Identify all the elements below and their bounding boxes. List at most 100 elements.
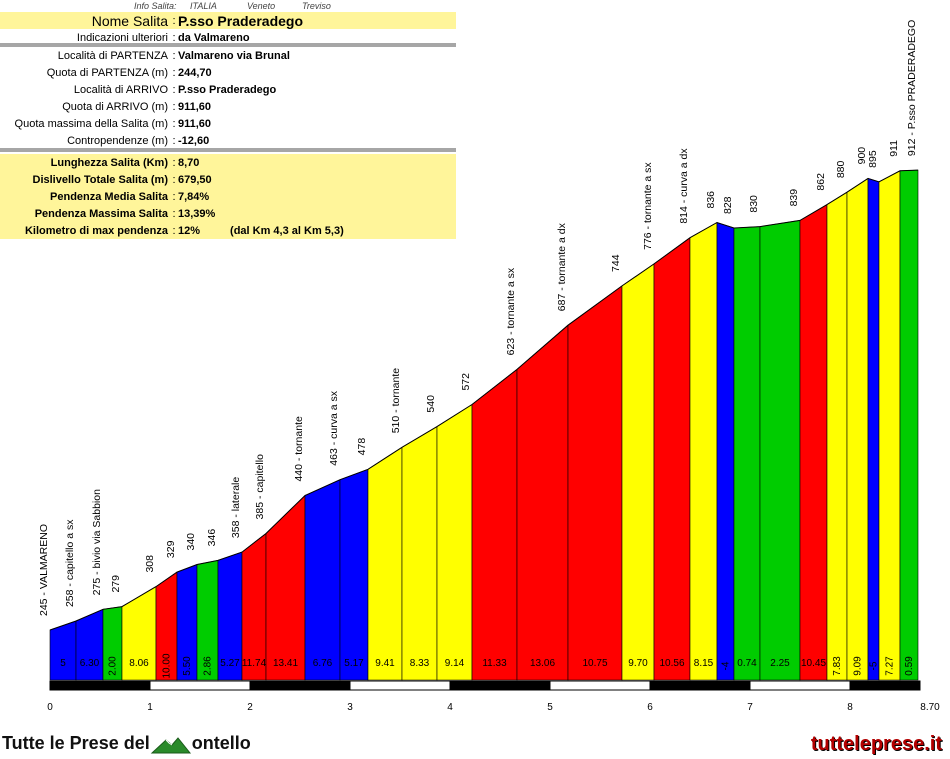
gradient-value-label: 6.30 [80, 658, 100, 669]
gradient-segment-yellow [367, 446, 403, 681]
x-tick-label: 7 [747, 702, 753, 713]
x-tick-label: 4 [447, 702, 453, 713]
gradient-segments [49, 169, 919, 681]
altitude-annotation: 346 [206, 529, 218, 547]
info-label: Lunghezza Salita (Km) [50, 156, 168, 169]
gradient-segment-blue [716, 222, 735, 681]
gradient-segment-red [799, 204, 828, 681]
gradient-value-label: 7.83 [832, 656, 843, 676]
info-value: 7,84% [178, 190, 210, 203]
gradient-segment-yellow [401, 426, 438, 681]
info-colon: : [172, 100, 176, 113]
info-row: Nome Salita: P.sso Praderadego [0, 12, 456, 29]
x-tick-label: 8 [847, 702, 853, 713]
gradient-segment-red [471, 368, 518, 681]
info-colon: : [172, 173, 176, 186]
info-colon: : [172, 14, 176, 27]
gradient-segment-green [899, 169, 919, 681]
info-colon: : [172, 134, 176, 147]
info-separator [0, 148, 456, 152]
gradient-value-label: 2.86 [203, 656, 214, 676]
altitude-annotation: 358 - laterale [230, 477, 242, 538]
info-province: Treviso [302, 1, 331, 11]
gradient-segment-blue [75, 608, 104, 681]
altitude-annotation: 687 - tornante a dx [556, 222, 568, 311]
info-label: Dislivello Totale Salita (m) [32, 173, 169, 186]
altitude-annotation: 895 [867, 150, 879, 168]
altitude-annotation: 258 - capitello a sx [64, 519, 76, 607]
altitude-annotation: 245 - VALMARENO [38, 524, 50, 616]
altitude-annotation: 776 - tornante a sx [642, 162, 654, 250]
altitude-annotation: 385 - capitello [254, 454, 266, 520]
gradient-value-label: 6.76 [313, 658, 333, 669]
gradient-segment-green [733, 226, 761, 681]
gradient-value-label: 0.74 [737, 658, 757, 669]
x-tick-label: 2 [247, 702, 253, 713]
x-tick-label: 5 [547, 702, 553, 713]
altitude-annotation: 828 [722, 196, 734, 214]
gradient-segment-blue [867, 177, 880, 681]
altitude-annotation: 814 - curva a dx [678, 148, 690, 224]
gradient-segment-yellow [621, 263, 655, 681]
km-scale-bar [449, 680, 551, 691]
gradient-value-label: 8.33 [410, 658, 430, 669]
brand-url: tutteleprese.it [810, 733, 942, 755]
info-row: Dislivello Totale Salita (m):679,50 [0, 171, 456, 188]
info-row: Pendenza Massima Salita:13,39% [0, 205, 456, 222]
km-scale-bar [249, 680, 351, 691]
info-label: Pendenza Media Salita [50, 190, 168, 203]
gradient-labels: 5 6.30 2.00 8.06 10.00 5.50 2.86 5.27 11.74 13.41… [60, 653, 915, 678]
brand-tutte-le-prese: Tutte le Prese del ontello [2, 733, 251, 754]
x-tick-label: 8.70 [920, 702, 940, 713]
info-row: Quota massima della Salita (m):911,60 [0, 115, 456, 132]
gradient-value-label: 5.17 [344, 658, 364, 669]
info-row: Quota di PARTENZA (m):244,70 [0, 64, 456, 81]
km-scale-bar [849, 680, 921, 691]
info-label: Quota di PARTENZA (m) [46, 66, 168, 79]
altitude-annotation: 308 [144, 555, 156, 573]
gradient-segment-blue [304, 479, 341, 681]
info-value: 911,60 [178, 100, 212, 113]
gradient-segment-yellow [689, 221, 718, 681]
info-colon: : [172, 224, 176, 237]
gradient-value-label: 10.45 [801, 658, 826, 669]
gradient-segment-red [567, 285, 623, 681]
gradient-segment-blue [49, 620, 77, 681]
info-value: da Valmareno [178, 31, 250, 44]
info-region: Veneto [247, 1, 276, 11]
km-scale-bar [749, 680, 851, 691]
info-label: Pendenza Massima Salita [34, 207, 168, 220]
km-scale-bar [549, 680, 651, 691]
gradient-segment-yellow [826, 191, 848, 681]
profile-outline [49, 169, 919, 631]
altitude-annotation: 839 [788, 189, 800, 207]
info-caption: Info Salita: [134, 1, 177, 11]
altitude-annotations: 245 - VALMARENO 258 - capitello a sx 275 -… [38, 20, 918, 616]
info-value: -12,60 [178, 134, 210, 147]
info-label: Località di ARRIVO [73, 83, 168, 96]
info-label: Kilometro di max pendenza [24, 224, 168, 237]
altitude-annotation: 880 [835, 160, 847, 178]
info-row: Kilometro di max pendenza:12% (dal Km 4,3… [0, 222, 456, 239]
altitude-annotation: 510 - tornante [390, 368, 402, 434]
info-colon: : [172, 31, 176, 44]
gradient-value-label: 2.25 [770, 658, 790, 669]
altitude-annotation: 744 [610, 254, 622, 272]
info-label: Contropendenze (m) [67, 134, 168, 147]
gradient-value-label: 2.00 [108, 656, 119, 676]
info-label: Località di PARTENZA [57, 49, 168, 62]
info-row: Località di ARRIVO: P.sso Praderadego [0, 81, 456, 98]
info-row: Pendenza Media Salita:7,84% [0, 188, 456, 205]
x-tick-label: 0 [47, 702, 53, 713]
brand-text-b: ontello [191, 733, 251, 753]
altitude-annotation: 440 - tornante [293, 416, 305, 482]
gradient-segment-green [759, 220, 801, 681]
gradient-segment-red [653, 237, 691, 681]
gradient-value-label: 7.27 [885, 656, 896, 676]
gradient-value-label: 10.56 [659, 658, 684, 669]
gradient-value-label: 5.50 [182, 656, 193, 676]
info-extra: (dal Km 4,3 al Km 5,3) [230, 224, 344, 237]
altitude-annotation: 911 [888, 140, 900, 157]
gradient-value-label: 5 [60, 658, 66, 669]
